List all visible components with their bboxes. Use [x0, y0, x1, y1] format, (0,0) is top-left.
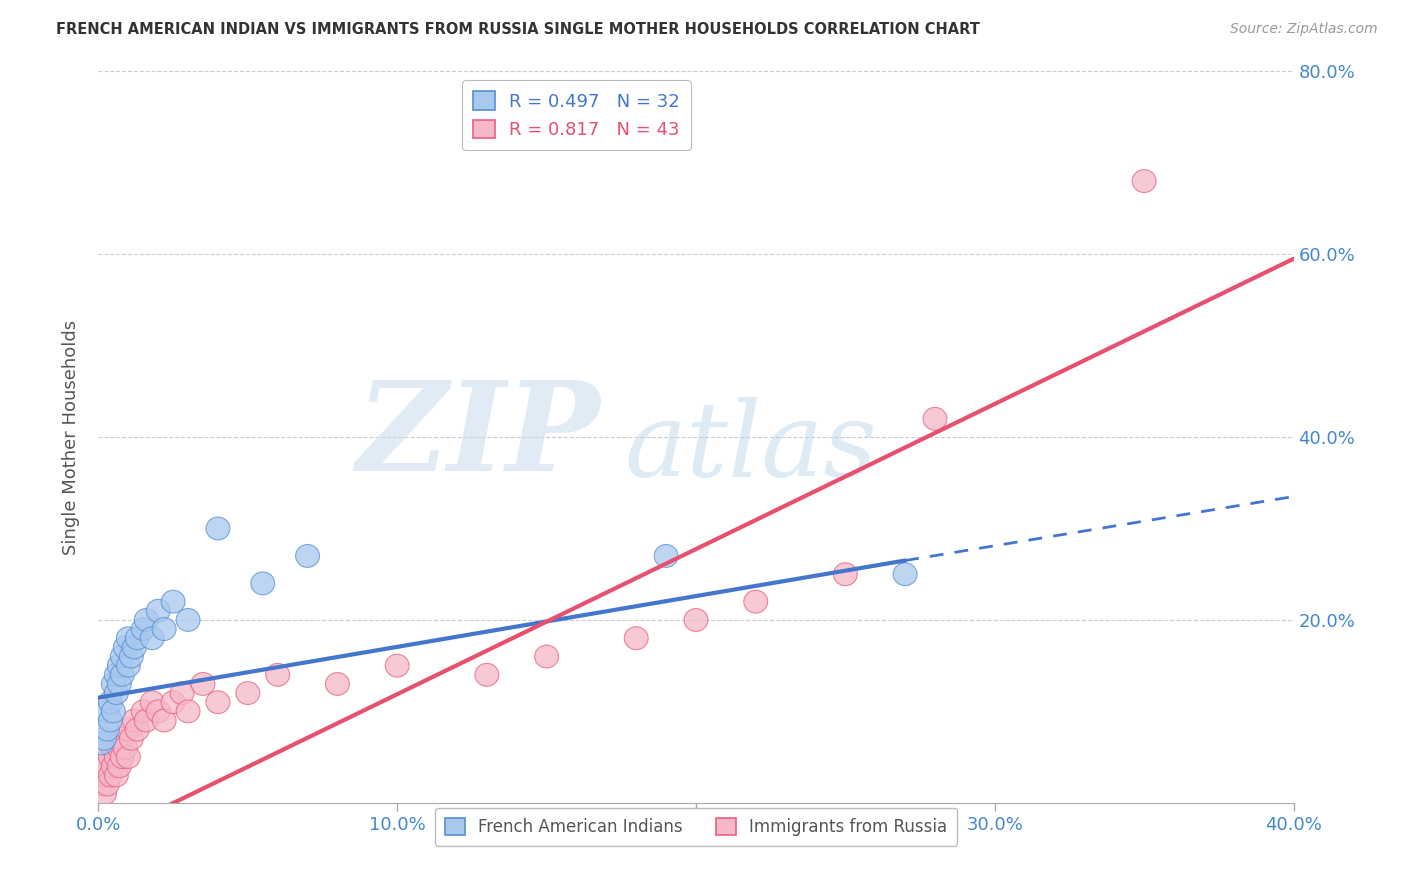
Ellipse shape	[104, 681, 128, 705]
Ellipse shape	[141, 627, 165, 649]
Ellipse shape	[534, 645, 558, 668]
Ellipse shape	[475, 664, 499, 686]
Ellipse shape	[117, 627, 141, 649]
Ellipse shape	[152, 617, 176, 640]
Ellipse shape	[98, 690, 122, 714]
Ellipse shape	[120, 645, 143, 668]
Legend: French American Indians, Immigrants from Russia: French American Indians, Immigrants from…	[434, 807, 957, 846]
Ellipse shape	[1132, 169, 1156, 193]
Ellipse shape	[141, 690, 165, 714]
Ellipse shape	[135, 608, 159, 632]
Ellipse shape	[117, 654, 141, 677]
Ellipse shape	[98, 709, 122, 732]
Ellipse shape	[385, 654, 409, 677]
Ellipse shape	[101, 673, 125, 696]
Ellipse shape	[117, 718, 141, 741]
Ellipse shape	[101, 755, 125, 778]
Ellipse shape	[107, 673, 131, 696]
Ellipse shape	[295, 544, 319, 567]
Ellipse shape	[654, 544, 678, 567]
Ellipse shape	[117, 746, 141, 769]
Ellipse shape	[104, 746, 128, 769]
Ellipse shape	[685, 608, 709, 632]
Ellipse shape	[170, 681, 194, 705]
Ellipse shape	[236, 681, 260, 705]
Ellipse shape	[93, 782, 117, 805]
Ellipse shape	[96, 755, 120, 778]
Ellipse shape	[101, 737, 125, 759]
Ellipse shape	[120, 727, 143, 750]
Text: Source: ZipAtlas.com: Source: ZipAtlas.com	[1230, 22, 1378, 37]
Ellipse shape	[96, 718, 120, 741]
Ellipse shape	[98, 746, 122, 769]
Ellipse shape	[122, 636, 146, 659]
Ellipse shape	[146, 599, 170, 623]
Ellipse shape	[131, 700, 155, 723]
Ellipse shape	[96, 700, 120, 723]
Ellipse shape	[90, 773, 114, 796]
Ellipse shape	[146, 700, 170, 723]
Ellipse shape	[104, 664, 128, 686]
Y-axis label: Single Mother Households: Single Mother Households	[62, 319, 80, 555]
Ellipse shape	[152, 709, 176, 732]
Ellipse shape	[98, 764, 122, 787]
Ellipse shape	[250, 572, 274, 595]
Ellipse shape	[834, 563, 858, 586]
Ellipse shape	[266, 664, 290, 686]
Ellipse shape	[176, 608, 200, 632]
Ellipse shape	[326, 673, 350, 696]
Ellipse shape	[125, 627, 149, 649]
Ellipse shape	[122, 709, 146, 732]
Ellipse shape	[90, 732, 114, 755]
Ellipse shape	[96, 773, 120, 796]
Ellipse shape	[107, 737, 131, 759]
Ellipse shape	[191, 673, 215, 696]
Ellipse shape	[101, 700, 125, 723]
Ellipse shape	[111, 746, 135, 769]
Ellipse shape	[111, 727, 135, 750]
Ellipse shape	[93, 764, 117, 787]
Ellipse shape	[107, 654, 131, 677]
Ellipse shape	[924, 408, 948, 430]
Ellipse shape	[207, 517, 231, 540]
Ellipse shape	[624, 627, 648, 649]
Ellipse shape	[893, 563, 917, 586]
Ellipse shape	[162, 591, 186, 613]
Ellipse shape	[125, 718, 149, 741]
Ellipse shape	[107, 755, 131, 778]
Text: ZIP: ZIP	[357, 376, 600, 498]
Ellipse shape	[114, 636, 138, 659]
Ellipse shape	[162, 690, 186, 714]
Ellipse shape	[93, 727, 117, 750]
Ellipse shape	[131, 617, 155, 640]
Ellipse shape	[744, 591, 768, 613]
Text: FRENCH AMERICAN INDIAN VS IMMIGRANTS FROM RUSSIA SINGLE MOTHER HOUSEHOLDS CORREL: FRENCH AMERICAN INDIAN VS IMMIGRANTS FRO…	[56, 22, 980, 37]
Ellipse shape	[114, 737, 138, 759]
Ellipse shape	[111, 645, 135, 668]
Text: atlas: atlas	[624, 397, 877, 499]
Ellipse shape	[176, 700, 200, 723]
Ellipse shape	[207, 690, 231, 714]
Ellipse shape	[135, 709, 159, 732]
Ellipse shape	[104, 764, 128, 787]
Ellipse shape	[111, 664, 135, 686]
